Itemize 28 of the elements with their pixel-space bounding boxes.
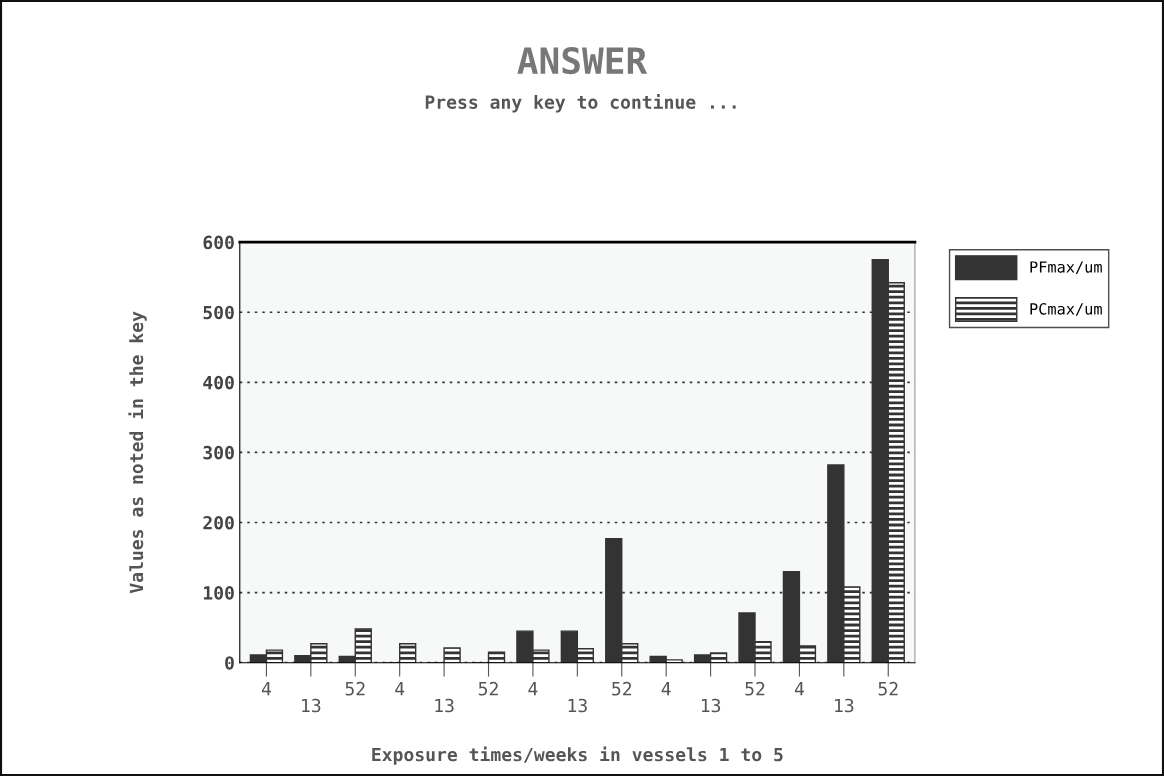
y-tick-label: 200 bbox=[203, 515, 234, 530]
x-tick-label: 52 bbox=[345, 681, 365, 696]
x-tick-label: 13 bbox=[701, 698, 721, 713]
x-tick-label: 4 bbox=[261, 682, 272, 696]
x-tick-label: 52 bbox=[612, 681, 632, 696]
x-tick-label: 13 bbox=[568, 698, 587, 713]
y-tick-label: 0 bbox=[225, 656, 234, 670]
y-tick-label: 600 bbox=[203, 235, 234, 250]
y-tick-label: 300 bbox=[203, 445, 234, 460]
x-tick-label: 4 bbox=[395, 682, 405, 696]
x-tick-label: 13 bbox=[435, 698, 454, 713]
y-axis-title: Values as noted in the key bbox=[128, 311, 147, 594]
chart-title: ANSWER bbox=[517, 46, 648, 75]
legend-label: PFmax/um bbox=[1030, 261, 1102, 274]
chart-subtitle: Press any key to continue ... bbox=[425, 93, 736, 113]
x-tick-label: 4 bbox=[794, 682, 804, 696]
x-tick-label: 13 bbox=[835, 698, 854, 713]
x-tick-label: 52 bbox=[878, 681, 898, 696]
x-tick-label: 13 bbox=[302, 698, 321, 713]
x-tick-label: 4 bbox=[661, 682, 671, 696]
y-tick-label: 400 bbox=[203, 375, 234, 390]
y-tick-label: 500 bbox=[203, 305, 234, 320]
x-tick-label: 4 bbox=[528, 682, 538, 696]
y-tick-label: 100 bbox=[203, 586, 234, 600]
legend-label: PCmax/um bbox=[1030, 303, 1102, 316]
x-tick-label: 52 bbox=[478, 681, 498, 696]
x-axis-title: Exposure times/weeks in vessels 1 to 5 bbox=[372, 746, 783, 765]
x-tick-label: 52 bbox=[745, 681, 765, 696]
